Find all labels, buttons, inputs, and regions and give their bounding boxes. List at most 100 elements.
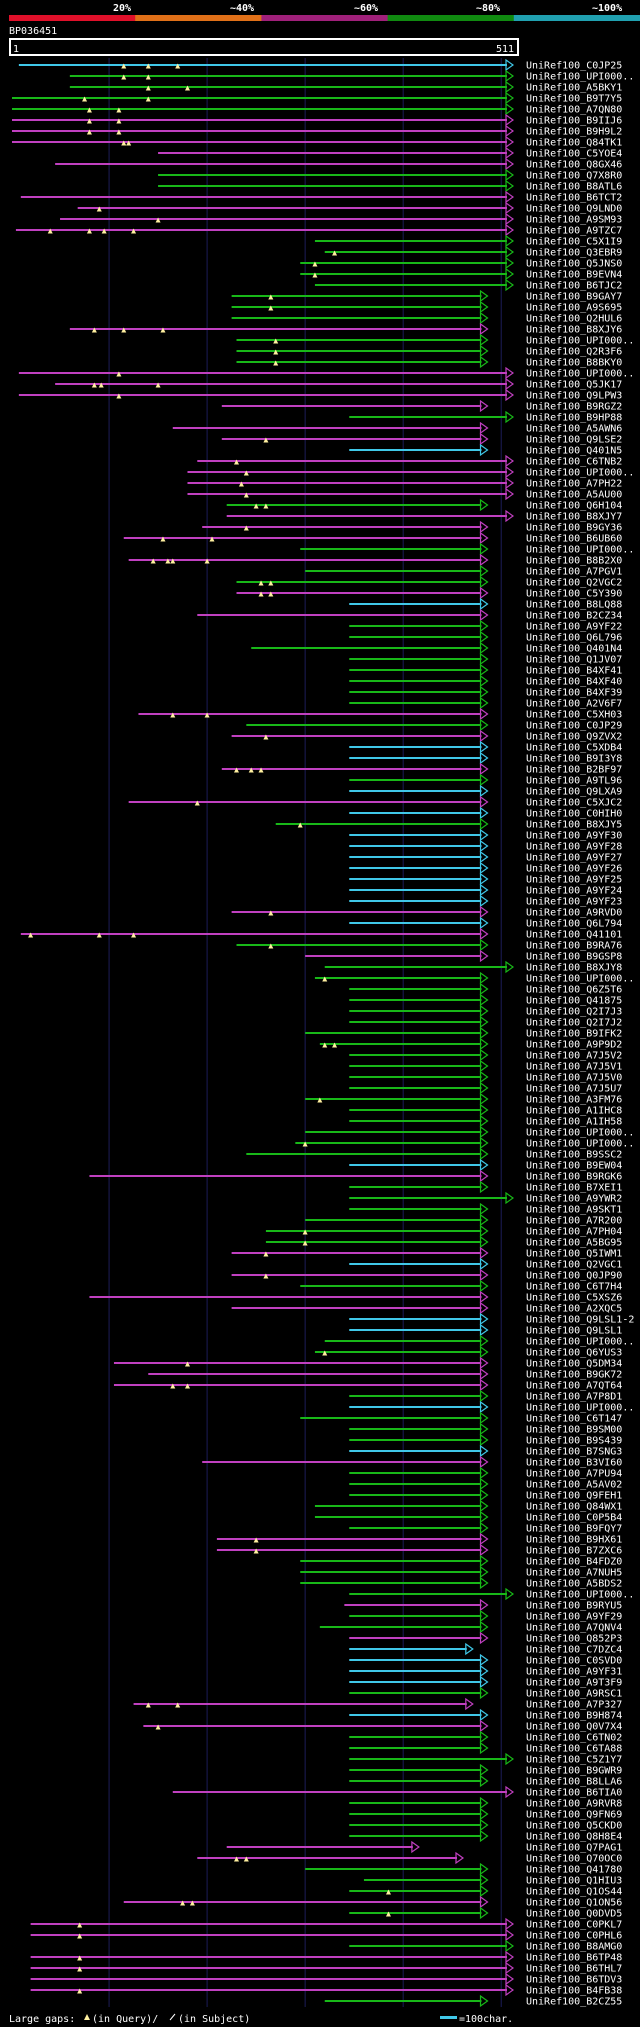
hit-row[interactable]: UniRef100_Q8GX46 bbox=[55, 157, 622, 171]
hit-label[interactable]: UniRef100_UPI000.. bbox=[526, 1139, 634, 1150]
hit-label[interactable]: UniRef100_UPI000.. bbox=[526, 369, 634, 380]
hit-label[interactable]: UniRef100_B9GSP8 bbox=[526, 952, 622, 963]
hit-label[interactable]: UniRef100_UPI000.. bbox=[526, 336, 634, 347]
hit-label[interactable]: UniRef100_C0JP25 bbox=[526, 61, 622, 72]
hit-label[interactable]: UniRef100_Q41101 bbox=[526, 930, 622, 941]
hit-row[interactable]: UniRef100_Q401N4 bbox=[251, 641, 622, 655]
hit-row[interactable]: UniRef100_UPI000.. bbox=[69, 69, 635, 83]
hit-row[interactable]: UniRef100_C0PHL6 bbox=[30, 1928, 623, 1942]
hit-label[interactable]: UniRef100_UPI000.. bbox=[526, 1403, 634, 1414]
hit-label[interactable]: UniRef100_B8AMG0 bbox=[526, 1942, 622, 1953]
hit-row[interactable]: UniRef100_UPI000.. bbox=[300, 542, 634, 556]
hit-row[interactable]: UniRef100_B6THL7 bbox=[30, 1961, 623, 1975]
hit-row[interactable]: UniRef100_C5X1I9 bbox=[314, 234, 622, 248]
hit-label[interactable]: UniRef100_A7J5V2 bbox=[526, 1051, 622, 1062]
hit-label[interactable]: UniRef100_A9TL96 bbox=[526, 776, 622, 787]
hit-label[interactable]: UniRef100_Q9LSL1-2 bbox=[526, 1315, 634, 1326]
hit-row[interactable]: UniRef100_B9GAY7 bbox=[231, 289, 623, 303]
hit-row[interactable]: UniRef100_Q5JK17 bbox=[55, 377, 622, 391]
hit-row[interactable]: UniRef100_A9RSC1 bbox=[349, 1686, 622, 1700]
hit-label[interactable]: UniRef100_B9EVN4 bbox=[526, 270, 622, 281]
hit-label[interactable]: UniRef100_B9FQY7 bbox=[526, 1524, 622, 1535]
hit-label[interactable]: UniRef100_A3FM76 bbox=[526, 1095, 622, 1106]
hit-row[interactable]: UniRef100_Q2VGC1 bbox=[349, 1257, 622, 1271]
hit-row[interactable]: UniRef100_C5XDB4 bbox=[349, 740, 622, 754]
hit-row[interactable]: UniRef100_A7J5V2 bbox=[349, 1048, 622, 1062]
hit-row[interactable]: UniRef100_Q9LPW3 bbox=[18, 388, 622, 402]
hit-label[interactable]: UniRef100_Q5IWM1 bbox=[526, 1249, 622, 1260]
hit-label[interactable]: UniRef100_Q6L794 bbox=[526, 919, 622, 930]
hit-row[interactable]: UniRef100_A9YF25 bbox=[349, 872, 622, 886]
hit-row[interactable]: UniRef100_B2CZ55 bbox=[324, 1994, 623, 2008]
hit-label[interactable]: UniRef100_Q401N5 bbox=[526, 446, 622, 457]
hit-row[interactable]: UniRef100_Q852P3 bbox=[349, 1631, 622, 1645]
hit-row[interactable]: UniRef100_A7QNV4 bbox=[319, 1620, 622, 1634]
hit-row[interactable]: UniRef100_B6UB60 bbox=[123, 531, 623, 545]
hit-row[interactable]: UniRef100_A9P9D2 bbox=[319, 1037, 622, 1051]
hit-label[interactable]: UniRef100_Q6YUS3 bbox=[526, 1348, 622, 1359]
hit-label[interactable]: UniRef100_Q2VGC1 bbox=[526, 1260, 622, 1271]
hit-label[interactable]: UniRef100_C6TNB2 bbox=[526, 457, 622, 468]
hit-label[interactable]: UniRef100_C5XSZ6 bbox=[526, 1293, 622, 1304]
hit-label[interactable]: UniRef100_Q41875 bbox=[526, 996, 622, 1007]
hit-label[interactable]: UniRef100_Q6Z5T6 bbox=[526, 985, 622, 996]
hit-row[interactable]: UniRef100_Q9FN69 bbox=[349, 1807, 622, 1821]
hit-row[interactable]: UniRef100_C0P5B4 bbox=[314, 1510, 622, 1524]
hit-label[interactable]: UniRef100_B9GK72 bbox=[526, 1370, 622, 1381]
hit-row[interactable]: UniRef100_B9RYU5 bbox=[344, 1598, 622, 1612]
hit-label[interactable]: UniRef100_UPI000.. bbox=[526, 1337, 634, 1348]
hit-row[interactable]: UniRef100_C5XSZ6 bbox=[89, 1290, 622, 1304]
hit-label[interactable]: UniRef100_Q84TK1 bbox=[526, 138, 622, 149]
hit-row[interactable]: UniRef100_Q41875 bbox=[349, 993, 622, 1007]
hit-label[interactable]: UniRef100_Q1ON56 bbox=[526, 1898, 622, 1909]
hit-row[interactable]: UniRef100_Q2I7J2 bbox=[349, 1015, 622, 1029]
hit-label[interactable]: UniRef100_B9S439 bbox=[526, 1436, 622, 1447]
hit-row[interactable]: UniRef100_B9EW04 bbox=[349, 1158, 622, 1172]
hit-label[interactable]: UniRef100_A5AU00 bbox=[526, 490, 622, 501]
hit-row[interactable]: UniRef100_UPI000.. bbox=[295, 1136, 634, 1150]
hit-label[interactable]: UniRef100_B6TJC2 bbox=[526, 281, 622, 292]
hit-row[interactable]: UniRef100_Q2VGC2 bbox=[236, 575, 623, 589]
hit-label[interactable]: UniRef100_Q7X8R0 bbox=[526, 171, 622, 182]
hit-label[interactable]: UniRef100_Q9LXA9 bbox=[526, 787, 622, 798]
hit-label[interactable]: UniRef100_Q8GX46 bbox=[526, 160, 622, 171]
hit-label[interactable]: UniRef100_A7QN80 bbox=[526, 105, 622, 116]
hit-row[interactable]: UniRef100_C0JP29 bbox=[246, 718, 622, 732]
hit-row[interactable]: UniRef100_C0JP25 bbox=[18, 58, 622, 72]
hit-row[interactable]: UniRef100_A7PH04 bbox=[265, 1224, 622, 1238]
hit-row[interactable]: UniRef100_A7P327 bbox=[133, 1697, 623, 1711]
hit-row[interactable]: UniRef100_B6TJC2 bbox=[314, 278, 622, 292]
hit-label[interactable]: UniRef100_Q1JV07 bbox=[526, 655, 622, 666]
hit-label[interactable]: UniRef100_B9EW04 bbox=[526, 1161, 622, 1172]
hit-row[interactable]: UniRef100_B9HP88 bbox=[349, 410, 622, 424]
hit-label[interactable]: UniRef100_Q2VGC2 bbox=[526, 578, 622, 589]
hit-label[interactable]: UniRef100_B9H9L2 bbox=[526, 127, 622, 138]
hit-row[interactable]: UniRef100_A2V6F7 bbox=[349, 696, 622, 710]
hit-row[interactable]: UniRef100_Q9LND0 bbox=[77, 201, 623, 215]
hit-row[interactable]: UniRef100_B6TP48 bbox=[30, 1950, 623, 1964]
hit-row[interactable]: UniRef100_Q41780 bbox=[305, 1862, 622, 1876]
hit-label[interactable]: UniRef100_Q5JK17 bbox=[526, 380, 622, 391]
hit-row[interactable]: UniRef100_B7ZXC6 bbox=[216, 1543, 622, 1557]
hit-row[interactable]: UniRef100_A9TZC7 bbox=[15, 223, 622, 237]
hit-row[interactable]: UniRef100_A2XQC5 bbox=[231, 1301, 623, 1315]
hit-label[interactable]: UniRef100_B9IFK2 bbox=[526, 1029, 622, 1040]
hit-row[interactable]: UniRef100_A7QT64 bbox=[113, 1378, 622, 1392]
hit-row[interactable]: UniRef100_B9H9L2 bbox=[12, 124, 622, 138]
hit-label[interactable]: UniRef100_B6THL7 bbox=[526, 1964, 622, 1975]
hit-label[interactable]: UniRef100_B9T7Y5 bbox=[526, 94, 622, 105]
hit-label[interactable]: UniRef100_A2V6F7 bbox=[526, 699, 622, 710]
hit-row[interactable]: UniRef100_A9YF31 bbox=[349, 1664, 622, 1678]
hit-label[interactable]: UniRef100_B6UB60 bbox=[526, 534, 622, 545]
hit-label[interactable]: UniRef100_B2CZ34 bbox=[526, 611, 622, 622]
hit-label[interactable]: UniRef100_B9GY36 bbox=[526, 523, 622, 534]
hit-row[interactable]: UniRef100_A9YF26 bbox=[349, 861, 622, 875]
hit-row[interactable]: UniRef100_B8LLA6 bbox=[349, 1774, 622, 1788]
hit-label[interactable]: UniRef100_Q0DVD5 bbox=[526, 1909, 622, 1920]
hit-label[interactable]: UniRef100_A5AV02 bbox=[526, 1480, 622, 1491]
hit-row[interactable]: UniRef100_Q6Z5T6 bbox=[349, 982, 622, 996]
hit-row[interactable]: UniRef100_Q1ON56 bbox=[123, 1895, 623, 1909]
hit-label[interactable]: UniRef100_B8LQ88 bbox=[526, 600, 622, 611]
hit-row[interactable]: UniRef100_Q8H8E4 bbox=[349, 1829, 622, 1843]
hit-row[interactable]: UniRef100_B9S439 bbox=[349, 1433, 622, 1447]
